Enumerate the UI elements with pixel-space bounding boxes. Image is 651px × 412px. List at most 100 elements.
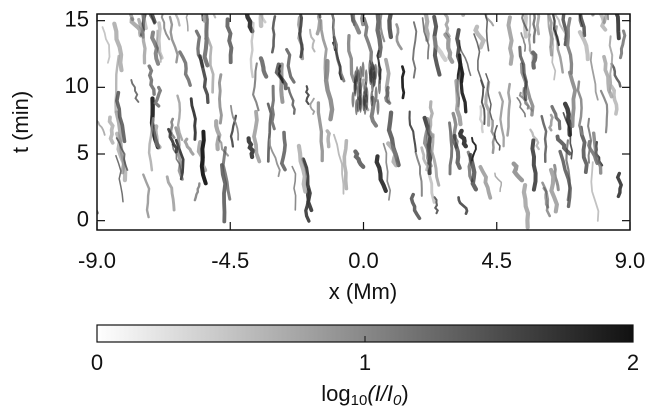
streak bbox=[529, 128, 540, 151]
image bbox=[97, 14, 627, 230]
streak bbox=[350, 14, 362, 35]
streak bbox=[511, 161, 525, 183]
streak bbox=[148, 14, 156, 25]
streak bbox=[258, 56, 269, 79]
streak bbox=[551, 14, 561, 47]
streak bbox=[457, 128, 468, 149]
streak bbox=[160, 14, 171, 41]
blob bbox=[373, 70, 377, 87]
streak bbox=[97, 119, 106, 136]
streak bbox=[279, 130, 287, 172]
streak bbox=[333, 133, 345, 195]
streak bbox=[346, 34, 356, 84]
streak bbox=[565, 16, 574, 75]
streak bbox=[201, 14, 204, 22]
streak bbox=[296, 143, 308, 194]
streak bbox=[548, 113, 554, 132]
streak bbox=[142, 173, 151, 219]
streak bbox=[137, 17, 147, 65]
streak bbox=[506, 82, 512, 137]
streak bbox=[384, 85, 392, 105]
streak bbox=[206, 36, 215, 94]
streak bbox=[115, 137, 129, 171]
streak bbox=[165, 175, 176, 212]
y-tick-label: 15 bbox=[65, 6, 89, 31]
streak bbox=[576, 80, 584, 136]
streak bbox=[587, 139, 599, 166]
streak bbox=[587, 117, 593, 164]
streak bbox=[530, 138, 538, 192]
streak bbox=[443, 32, 455, 64]
streak bbox=[591, 14, 595, 17]
blob bbox=[354, 75, 358, 92]
streak bbox=[519, 62, 535, 117]
streak bbox=[266, 102, 273, 163]
streak bbox=[414, 150, 423, 197]
streak bbox=[150, 30, 161, 66]
streak bbox=[451, 111, 459, 149]
streak bbox=[461, 14, 466, 17]
streak bbox=[427, 100, 435, 139]
streak bbox=[183, 137, 195, 156]
blob bbox=[376, 98, 380, 115]
streak bbox=[521, 183, 531, 230]
y-tick-label: 5 bbox=[77, 140, 89, 165]
streak bbox=[316, 101, 324, 163]
streak bbox=[168, 15, 179, 64]
streak bbox=[115, 90, 127, 144]
streak bbox=[304, 85, 310, 106]
streak bbox=[531, 50, 538, 70]
blob bbox=[364, 69, 368, 86]
streak bbox=[448, 121, 454, 176]
streak bbox=[610, 62, 622, 88]
colorbar-label: log10(I/I0) bbox=[321, 381, 408, 409]
streak bbox=[221, 146, 232, 201]
streak bbox=[258, 14, 264, 29]
y-tick-label: 10 bbox=[65, 73, 89, 98]
streak bbox=[178, 50, 192, 87]
streak bbox=[304, 188, 311, 223]
streak bbox=[521, 14, 529, 32]
streak bbox=[115, 154, 124, 203]
streak bbox=[198, 54, 210, 105]
streak bbox=[185, 14, 189, 32]
streak bbox=[433, 196, 439, 215]
streak bbox=[602, 54, 614, 99]
streak bbox=[578, 14, 587, 38]
streak bbox=[353, 149, 366, 169]
streak bbox=[540, 114, 548, 164]
streak bbox=[319, 19, 328, 80]
streak bbox=[174, 126, 184, 181]
streak bbox=[362, 16, 375, 71]
streak bbox=[176, 94, 184, 142]
streak bbox=[602, 14, 608, 24]
streak bbox=[309, 28, 316, 53]
streak bbox=[325, 129, 332, 149]
streak bbox=[204, 14, 209, 41]
x-tick-label: -4.5 bbox=[211, 248, 249, 273]
streak bbox=[432, 35, 448, 62]
streak bbox=[484, 80, 491, 127]
streak bbox=[558, 149, 572, 209]
x-tick-label: 0.0 bbox=[348, 248, 379, 273]
streak bbox=[548, 167, 560, 214]
streak bbox=[167, 127, 179, 154]
streak bbox=[249, 21, 255, 79]
streak bbox=[193, 182, 201, 202]
streak bbox=[130, 79, 140, 103]
streak bbox=[287, 86, 296, 115]
streak bbox=[493, 124, 501, 151]
streak bbox=[553, 163, 560, 192]
streak bbox=[375, 14, 383, 59]
streak bbox=[516, 97, 526, 118]
streak bbox=[473, 24, 487, 50]
streak bbox=[202, 14, 208, 23]
streak bbox=[561, 14, 569, 47]
streak bbox=[270, 84, 276, 131]
streak bbox=[107, 115, 115, 145]
streak bbox=[430, 133, 441, 187]
streak bbox=[214, 119, 222, 152]
streak bbox=[212, 14, 217, 19]
streak bbox=[101, 26, 111, 64]
